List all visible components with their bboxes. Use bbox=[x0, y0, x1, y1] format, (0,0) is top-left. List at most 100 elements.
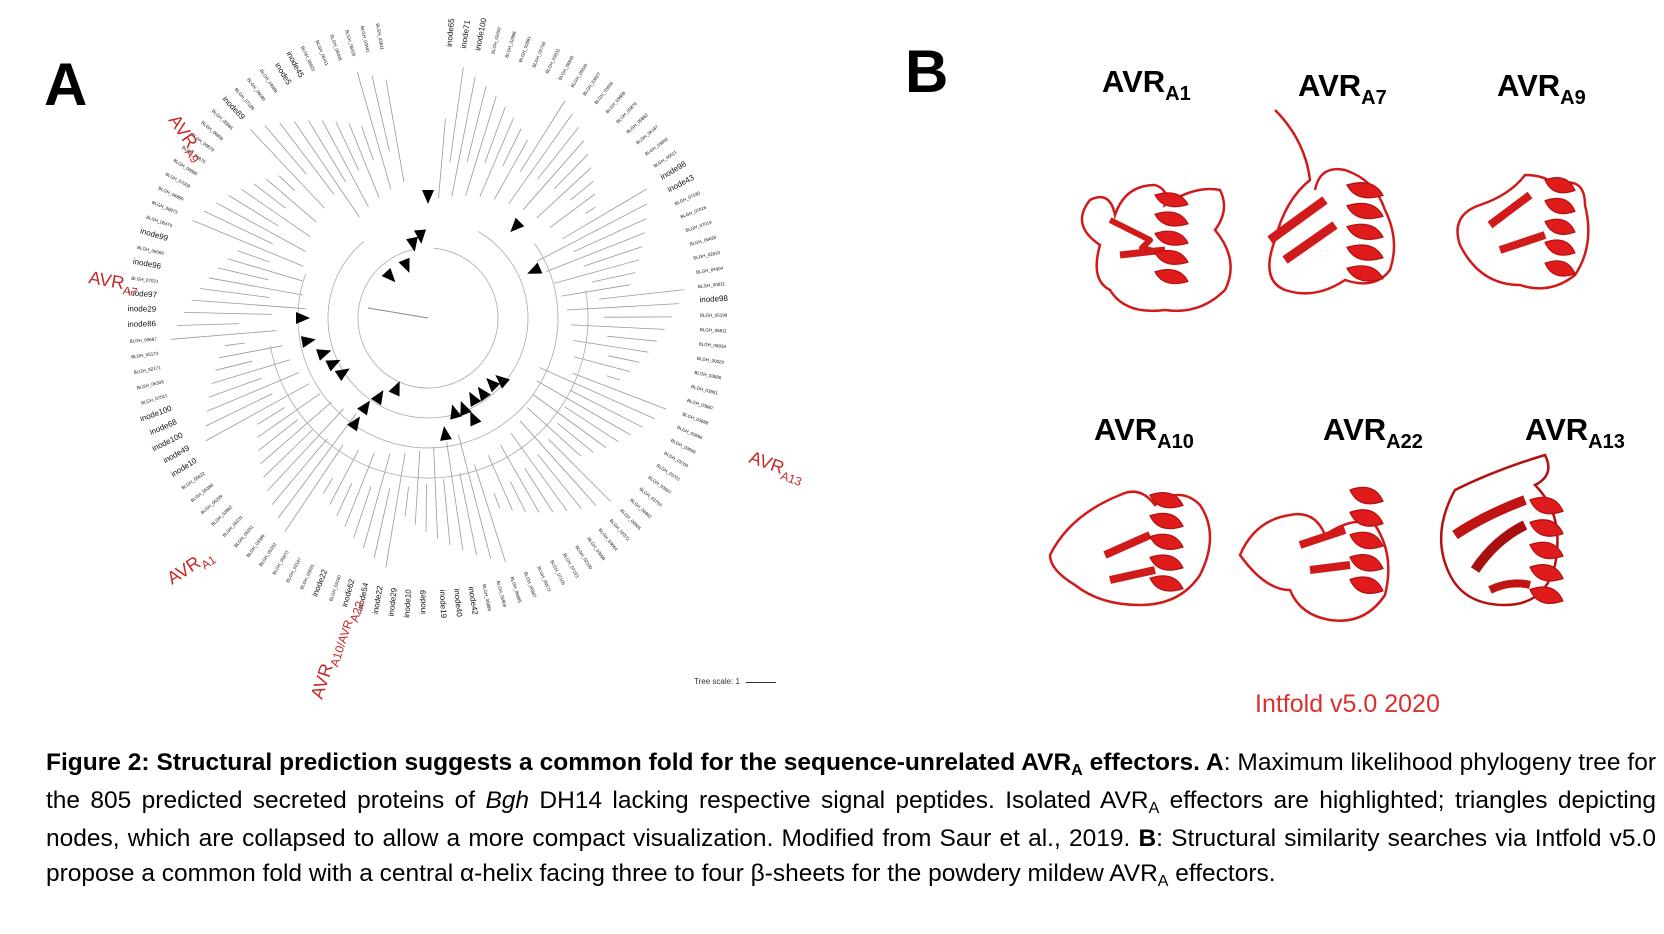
tree-arc bbox=[327, 231, 529, 419]
tree-branch bbox=[264, 125, 307, 175]
tree-branch bbox=[215, 360, 253, 371]
tree-branch bbox=[271, 438, 328, 505]
avr-a7-tree-label: AVRA7 bbox=[87, 267, 141, 299]
collapsed-node-triangle bbox=[470, 411, 482, 427]
tree-leaf-label: BLGH_03811 bbox=[375, 23, 385, 51]
tree-branch bbox=[524, 468, 554, 513]
tree-branch bbox=[493, 492, 500, 509]
tree-branch bbox=[267, 408, 344, 492]
tree-leaf-label: BLGH_06672 bbox=[536, 565, 552, 592]
tree-leaf-label: BLGH_03840 bbox=[644, 136, 669, 157]
structure-label-a22: AVRA22 bbox=[1323, 412, 1423, 453]
tree-leaf-label: BLGH_06408 bbox=[329, 34, 343, 62]
tree-leaf-label: inode42 bbox=[467, 586, 480, 616]
tree-branch bbox=[277, 413, 357, 519]
tree-leaf-label: inode9 bbox=[418, 589, 427, 614]
tree-branch bbox=[363, 453, 391, 549]
collapsed-node-triangle bbox=[510, 217, 525, 233]
tree-leaf-label: inode29 bbox=[128, 304, 157, 314]
tree-branch bbox=[348, 123, 380, 198]
tree-branch bbox=[284, 444, 344, 532]
tree-branch bbox=[356, 71, 392, 190]
collapsed-node-triangle bbox=[422, 190, 434, 204]
tree-leaf-label: inode19 bbox=[438, 589, 448, 618]
tree-leaf-label: BLGH_02000 bbox=[490, 26, 502, 54]
tree-leaf-label: BLGH_07016 bbox=[680, 205, 708, 220]
tree-leaf-label: BLGH_06475 bbox=[146, 214, 174, 228]
tree-branch bbox=[548, 438, 611, 502]
tree-branch bbox=[458, 434, 492, 560]
collapsed-node-triangle bbox=[381, 268, 396, 283]
tree-leaf-label: BLGH_00811 bbox=[698, 281, 726, 289]
tree-leaf-label: BLGH_06828 bbox=[698, 341, 726, 349]
tree-branch bbox=[323, 477, 334, 494]
tree-leaf-label: inode100 bbox=[473, 17, 488, 52]
collapsed-node-triangle bbox=[300, 336, 316, 348]
tree-leaf-label: BLGH_03007 bbox=[647, 475, 672, 495]
tree-leaf-label: BLGH_03753 bbox=[638, 486, 663, 507]
collapsed-node-triangle bbox=[370, 390, 384, 406]
tree-branch bbox=[258, 419, 299, 451]
tree-branch bbox=[570, 324, 665, 330]
tree-leaf-label: BLGH_03896 bbox=[676, 425, 703, 441]
tree-leaf-label: BLGH_06231 bbox=[221, 514, 244, 538]
tree-branch bbox=[177, 323, 240, 326]
tree-leaf-label: BLGH_05879 bbox=[615, 101, 638, 124]
tree-leaf-label: BLGH_06066 bbox=[137, 245, 165, 256]
collapsed-node-triangle bbox=[486, 378, 501, 393]
tree-leaf-label: BLGH_06862 bbox=[629, 497, 653, 519]
tree-leaf-label: BLGH_05299 bbox=[200, 493, 224, 515]
structure-a1 bbox=[1080, 183, 1232, 312]
tree-leaf-label: BLGH_05799 bbox=[531, 41, 547, 68]
tree-branch bbox=[250, 129, 325, 209]
tree-branch bbox=[257, 393, 321, 438]
tree-branch bbox=[573, 356, 631, 372]
tree-leaf-label: BLGH_04989 bbox=[259, 68, 279, 94]
tree-branch bbox=[170, 330, 277, 340]
tree-branch bbox=[191, 299, 306, 310]
tree-branch bbox=[508, 113, 573, 204]
tree-leaf-label: BLGH_03891 bbox=[691, 384, 719, 396]
tree-branch bbox=[353, 486, 372, 538]
tree-branch bbox=[211, 359, 291, 384]
tree-branch bbox=[562, 188, 648, 240]
tree-arc bbox=[357, 247, 499, 389]
tree-leaf-label: BLGH_03098 bbox=[586, 536, 606, 561]
tree-branch bbox=[205, 383, 310, 442]
tree-branch bbox=[227, 258, 303, 282]
tree-branch bbox=[573, 218, 647, 253]
collapsed-node-triangle bbox=[357, 400, 370, 416]
tree-leaf-label: inode98 bbox=[699, 294, 728, 305]
structure-label-a7: AVRA7 bbox=[1298, 68, 1387, 109]
tree-leaf-label: BLGH_03631 bbox=[544, 47, 561, 74]
tree-branch bbox=[257, 407, 285, 425]
tree-leaf-label: BLGH_03827 bbox=[582, 71, 602, 97]
structure-a9 bbox=[1456, 173, 1590, 290]
avr-a10-a22-tree-label: AVRA10/AVRA22 bbox=[307, 594, 367, 704]
tree-leaf-label: BLGH_02810 bbox=[693, 250, 721, 261]
tree-leaf-label: BLGH_05826 bbox=[570, 62, 589, 88]
tree-leaf-label: BLGH_03887 bbox=[686, 398, 714, 411]
collapsed-node-triangle bbox=[325, 359, 341, 372]
tree-leaf-label: BLGH_03888 bbox=[682, 411, 710, 426]
collapsed-node-triangle bbox=[440, 426, 452, 441]
tree-leaf-label: BLGH_07105 bbox=[549, 559, 566, 586]
collapsed-node-triangle bbox=[477, 386, 491, 402]
tree-branch bbox=[592, 272, 636, 283]
tree-leaf-label: BLGH_02862 bbox=[210, 504, 233, 527]
tree-branch bbox=[279, 122, 335, 195]
tree-leaf-label: BLGH_06905 bbox=[619, 508, 642, 531]
tree-arc bbox=[270, 290, 589, 479]
tree-branch bbox=[443, 479, 451, 545]
tree-leaf-label: BLGH_06848 bbox=[557, 54, 575, 81]
tree-leaf-label: BLGH_03701 bbox=[656, 463, 682, 482]
structure-label-a1: AVRA1 bbox=[1102, 64, 1191, 105]
tree-branch bbox=[216, 202, 307, 252]
tree-leaf-label: BLGH_06889 bbox=[158, 185, 185, 201]
tree-branch bbox=[510, 432, 568, 512]
tree-leaf-label: inode29 bbox=[387, 587, 399, 617]
tree-branch bbox=[217, 267, 269, 281]
tree-branch bbox=[199, 288, 270, 298]
tree-scale-bar bbox=[746, 682, 776, 683]
tree-leaf-label: BLGH_05822 bbox=[181, 470, 207, 490]
